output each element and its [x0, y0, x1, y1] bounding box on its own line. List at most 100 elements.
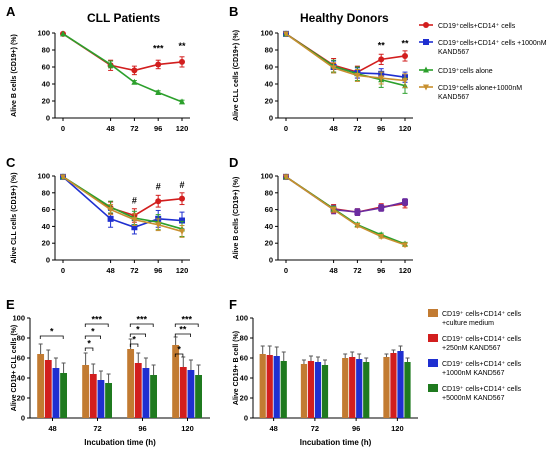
- bar-e: [89, 374, 97, 418]
- y-axis-label-e: Alive CD19+ CLL cells (%): [11, 325, 18, 411]
- data-point-b: [354, 73, 361, 79]
- bar-e: [44, 360, 52, 418]
- y-tick-label-b: 100: [260, 29, 273, 38]
- panel-letter-c: C: [6, 155, 16, 170]
- legend-swatch: [428, 334, 438, 342]
- legend-top-item-2: CD19⁺cells alone: [419, 66, 493, 75]
- y-tick-label-a: 80: [42, 46, 50, 55]
- chart-panel-c: 0 20 40 60 80 100 Alive CLL cells (CD19+) (%) 0…: [11, 172, 190, 275]
- y-tick-label-f: 20: [240, 394, 248, 403]
- y-tick-label-a: 0: [46, 114, 50, 123]
- data-point-a: [179, 98, 185, 105]
- series-e-0: [37, 336, 180, 418]
- legend-bottom-item-0: CD19⁺ cells+CD14⁺ cells +culture medium: [428, 309, 522, 327]
- significance-label-a: ***: [153, 44, 164, 54]
- y-tick-label-e: 20: [17, 394, 25, 403]
- bar-e: [127, 349, 135, 418]
- x-tick-label-d: 48: [329, 266, 337, 275]
- series-e-2: [52, 357, 195, 418]
- series-f-3: [280, 351, 411, 418]
- legend-label: KAND567: [438, 49, 469, 56]
- series-f-2: [273, 345, 404, 418]
- legend-label: +culture medium: [442, 320, 494, 327]
- series-line-b-3: [285, 33, 406, 82]
- series-d-3: [283, 174, 408, 249]
- chart-panel-d: 0 20 40 60 80 100 Alive B cells (CD19+) (%) 0 48…: [233, 172, 413, 275]
- significance-bracket-e: [84, 335, 101, 339]
- legend-bottom-item-1: CD19⁺ cells+CD14⁺ cells +250nM KAND567: [428, 334, 522, 352]
- x-tick-label-b: 0: [284, 124, 288, 133]
- series-a-0: [60, 30, 185, 76]
- y-tick-label-b: 20: [265, 97, 273, 106]
- x-tick-label-f: 120: [391, 424, 404, 433]
- y-axis-label-a: Alive B cells (CD19+) (%): [11, 34, 18, 117]
- y-tick-label-f: 80: [240, 334, 248, 343]
- bar-e: [82, 365, 90, 418]
- data-point-a: [131, 78, 138, 85]
- data-point-c: [131, 224, 138, 231]
- data-point-a: [155, 61, 162, 68]
- series-b-2: [283, 30, 408, 94]
- data-point-a: [179, 58, 185, 65]
- legend-swatch: [428, 359, 438, 367]
- series-b-1: [283, 30, 408, 83]
- title-cll-patients: CLL Patients: [87, 11, 160, 25]
- bar-e: [97, 380, 105, 418]
- data-point-b: [283, 31, 289, 38]
- data-point-d: [378, 204, 385, 211]
- x-tick-label-a: 72: [130, 124, 138, 133]
- legend-label: CD19⁺cells alone+1000nM: [438, 85, 522, 92]
- significance-bracket-e: [129, 323, 154, 327]
- x-tick-label-a: 0: [61, 124, 65, 133]
- legend-bottom-item-3: CD19⁺ cells+CD14⁺ cells +5000nM KAND567: [428, 384, 522, 402]
- legend-label: CD19⁺ cells+CD14⁺ cells: [442, 386, 522, 393]
- legend-label: CD19⁺ cells+CD14⁺ cells: [442, 361, 522, 368]
- significance-label-e: ***: [91, 315, 102, 325]
- bar-f: [390, 353, 397, 418]
- bar-f: [356, 359, 363, 418]
- y-tick-label-c: 60: [42, 205, 50, 214]
- series-line-d-1: [285, 176, 406, 213]
- x-tick-label-c: 72: [130, 266, 138, 275]
- x-tick-label-f: 48: [269, 424, 277, 433]
- bar-e: [134, 363, 142, 418]
- series-e-1: [44, 349, 187, 418]
- bar-f: [397, 351, 404, 418]
- x-tick-label-a: 96: [154, 124, 162, 133]
- bar-f: [314, 362, 322, 418]
- legend-top-item-0: CD19⁺cells+CD14⁺ cells: [419, 22, 516, 30]
- bar-e: [172, 345, 180, 418]
- bar-f: [321, 365, 329, 418]
- x-tick-label-d: 120: [399, 266, 412, 275]
- significance-bracket-e: [129, 333, 146, 337]
- significance-label-a: **: [178, 41, 186, 51]
- legend-label: KAND567: [438, 94, 469, 101]
- chart-panel-e: 0 20 40 60 80 100 Alive CD19+ CLL cells (%) 48 7…: [11, 314, 210, 447]
- bar-f: [404, 362, 411, 418]
- y-tick-label-f: 0: [244, 414, 248, 423]
- bar-e: [52, 368, 60, 418]
- significance-label-e: ***: [181, 315, 192, 325]
- legend-label: CD19⁺ cells+CD14⁺ cells: [442, 336, 522, 343]
- panel-letter-e: E: [6, 297, 15, 312]
- bar-f: [363, 362, 370, 418]
- data-point-b: [378, 75, 385, 82]
- y-tick-label-d: 0: [269, 256, 273, 265]
- y-tick-label-e: 60: [17, 354, 25, 363]
- series-line-c-0: [62, 176, 183, 217]
- panel-letter-d: D: [229, 155, 238, 170]
- legend-label: +5000nM KAND567: [442, 395, 505, 402]
- y-tick-label-b: 40: [265, 80, 273, 89]
- bar-e: [60, 373, 67, 418]
- bar-f: [349, 357, 356, 418]
- panel-letter-b: B: [229, 4, 238, 19]
- data-point-c: [60, 174, 66, 181]
- significance-bracket-e: [39, 335, 64, 339]
- legend-marker: [423, 84, 429, 91]
- y-tick-label-d: 60: [265, 205, 273, 214]
- y-tick-label-c: 40: [42, 222, 50, 231]
- x-tick-label-c: 96: [154, 266, 162, 275]
- y-axis-label-d: Alive B cells (CD19+) (%): [233, 177, 240, 260]
- significance-bracket-e: [174, 323, 199, 327]
- significance-label-b: **: [401, 39, 409, 49]
